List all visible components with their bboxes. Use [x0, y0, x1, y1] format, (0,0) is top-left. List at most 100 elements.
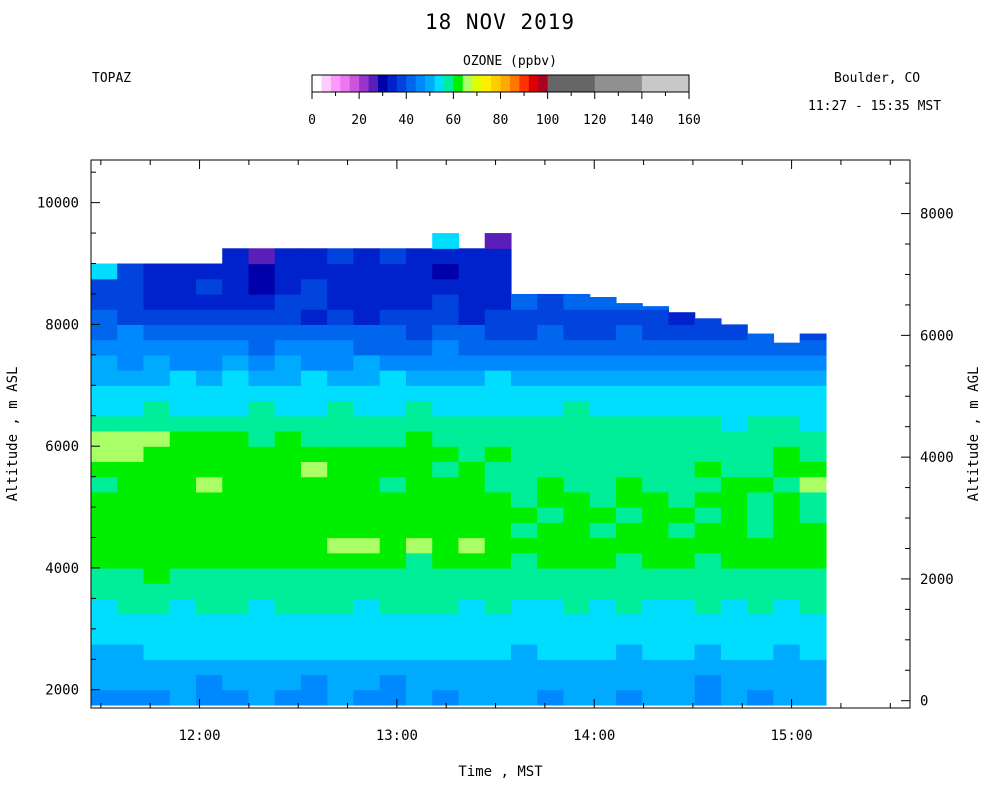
heatmap-cell — [169, 507, 197, 523]
heatmap-cell — [300, 674, 328, 691]
heatmap-cell — [379, 674, 407, 691]
heatmap-cell — [327, 598, 355, 615]
heatmap-cell — [589, 339, 617, 356]
heatmap-cell — [91, 567, 118, 584]
heatmap-cell — [537, 598, 565, 615]
heatmap-cell — [222, 461, 250, 478]
heatmap-cell — [773, 342, 801, 356]
heatmap-cell — [615, 354, 643, 371]
heatmap-cell — [642, 430, 670, 447]
heatmap-cell — [694, 461, 722, 478]
heatmap-cell — [589, 430, 617, 447]
heatmap-cell — [91, 385, 118, 402]
heatmap-cell — [615, 309, 643, 325]
heatmap-cell — [458, 370, 486, 386]
y-tick-label: 6000 — [45, 439, 79, 455]
heatmap-cell — [799, 461, 827, 478]
heatmap-cell — [484, 567, 512, 584]
heatmap-cell — [747, 628, 775, 645]
heatmap-cell — [510, 354, 538, 371]
heatmap-cell — [694, 567, 722, 584]
heatmap-cell — [694, 644, 722, 660]
heatmap-cell — [458, 567, 486, 584]
heatmap-cell — [510, 583, 538, 599]
heatmap-cell — [642, 446, 670, 462]
heatmap-cell — [484, 248, 512, 265]
heatmap-cell — [353, 537, 381, 554]
heatmap-cell — [799, 400, 827, 417]
heatmap-cell — [405, 461, 433, 478]
heatmap-cell — [195, 552, 223, 569]
heatmap-cell — [300, 263, 328, 280]
heatmap-cell — [327, 324, 355, 341]
heatmap-cell — [91, 583, 118, 599]
heatmap-cell — [694, 354, 722, 371]
heatmap-cell — [615, 659, 643, 676]
heatmap-cell — [484, 613, 512, 630]
heatmap-cell — [458, 263, 486, 280]
heatmap-cell — [484, 339, 512, 356]
heatmap-cell — [484, 491, 512, 508]
heatmap-cell — [143, 552, 171, 569]
heatmap-cell — [510, 659, 538, 676]
heatmap-cell — [169, 461, 197, 478]
y2-tick-label: 2000 — [920, 572, 954, 588]
plot-frame — [90, 159, 911, 709]
heatmap-cell — [327, 476, 355, 493]
heatmap-cell — [300, 461, 328, 478]
heatmap-cell — [327, 354, 355, 371]
heatmap-cell — [300, 354, 328, 371]
heatmap-cell — [117, 278, 145, 295]
heatmap-cell — [510, 567, 538, 584]
heatmap-cell — [537, 567, 565, 584]
heatmap-cell — [432, 461, 460, 478]
heatmap-cell — [484, 430, 512, 447]
heatmap-cell — [169, 644, 197, 660]
heatmap-cell — [379, 507, 407, 523]
heatmap-cell — [353, 278, 381, 295]
heatmap-cell — [694, 628, 722, 645]
heatmap-cell — [222, 689, 250, 706]
heatmap-cell — [432, 400, 460, 417]
heatmap-cell — [537, 507, 565, 523]
heatmap-cell — [510, 293, 538, 310]
heatmap-cell — [169, 263, 197, 280]
colorbar-swatch — [406, 75, 417, 92]
heatmap-cell — [91, 491, 118, 508]
heatmap-cell — [300, 324, 328, 341]
heatmap-cell — [353, 522, 381, 539]
heatmap-cell — [432, 309, 460, 325]
heatmap-cell — [274, 491, 302, 508]
heatmap-cell — [694, 370, 722, 386]
heatmap-cell — [353, 476, 381, 493]
heatmap-cell — [510, 430, 538, 447]
heatmap-cell — [300, 689, 328, 706]
heatmap-cell — [510, 674, 538, 691]
heatmap-cell — [405, 644, 433, 660]
heatmap-cell — [432, 385, 460, 402]
heatmap-cell — [458, 309, 486, 325]
heatmap-cell — [668, 324, 696, 341]
heatmap-cell — [694, 583, 722, 599]
heatmap-cell — [143, 522, 171, 539]
heatmap-cell — [484, 415, 512, 432]
heatmap-cell — [773, 659, 801, 676]
heatmap-cell — [432, 644, 460, 660]
heatmap-cell — [222, 552, 250, 569]
heatmap-cell — [458, 476, 486, 493]
heatmap-cell — [300, 491, 328, 508]
heatmap-cell — [274, 400, 302, 417]
heatmap-cell — [563, 659, 591, 676]
heatmap-cell — [353, 507, 381, 523]
colorbar-swatch — [425, 75, 435, 92]
heatmap-cell — [143, 446, 171, 462]
y2-tick-label: 4000 — [920, 450, 954, 466]
heatmap-cell — [458, 507, 486, 523]
heatmap-cell — [117, 293, 145, 310]
heatmap-cell — [799, 354, 827, 371]
heatmap-cell — [589, 598, 617, 615]
heatmap-cell — [537, 628, 565, 645]
heatmap-cell — [327, 446, 355, 462]
heatmap-cell — [143, 461, 171, 478]
colorbar-swatch — [349, 75, 360, 92]
